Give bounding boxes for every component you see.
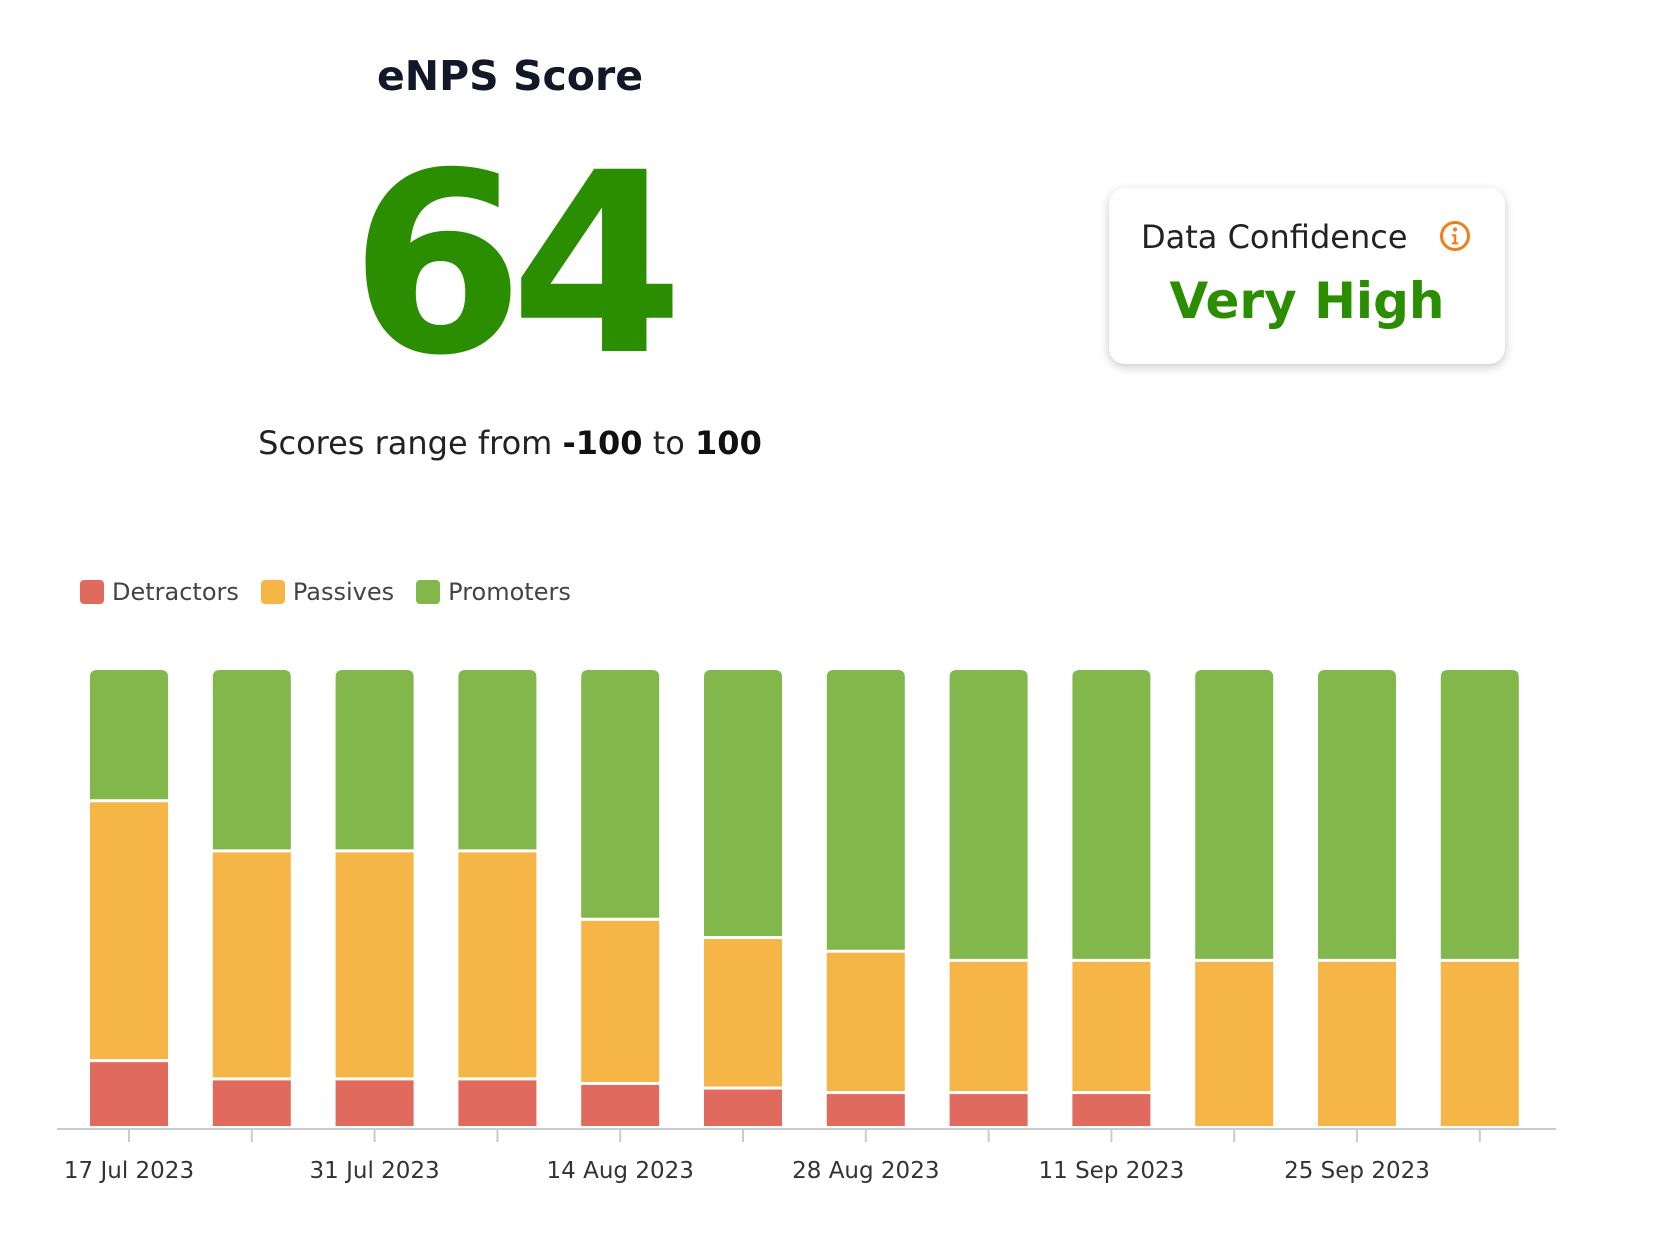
bar-passives-2[interactable] (335, 852, 414, 1078)
x-tick-label: 31 Jul 2023 (310, 1158, 440, 1184)
legend-item-promoters[interactable]: Promoters (416, 578, 571, 606)
bar-detractors-1[interactable] (212, 1080, 291, 1126)
bar-promoters-3[interactable] (458, 670, 537, 850)
bar-passives-1[interactable] (212, 852, 291, 1078)
legend-label-passives: Passives (292, 578, 395, 606)
x-tick-label: 14 Aug 2023 (547, 1158, 694, 1184)
x-tick-label: 28 Aug 2023 (792, 1158, 939, 1184)
legend-item-detractors[interactable]: Detractors (80, 578, 239, 606)
bar-passives-7[interactable] (949, 961, 1028, 1092)
score-range-text: Scores range from -100 to 100 (210, 424, 810, 462)
bar-passives-6[interactable] (826, 952, 905, 1092)
bar-promoters-6[interactable] (826, 670, 905, 950)
bar-promoters-9[interactable] (1195, 670, 1274, 959)
bar-detractors-3[interactable] (458, 1080, 537, 1126)
legend-item-passives[interactable]: Passives (260, 578, 395, 606)
bar-passives-10[interactable] (1318, 961, 1396, 1126)
info-icon[interactable] (1439, 220, 1471, 252)
bar-promoters-10[interactable] (1318, 670, 1396, 959)
bar-promoters-2[interactable] (335, 670, 414, 850)
data-confidence-value: Very High (1169, 272, 1445, 330)
enps-score-value: 64 (350, 119, 684, 410)
chart-legend: Detractors Passives Promoters (80, 578, 593, 606)
x-tick-label: 17 Jul 2023 (64, 1158, 194, 1184)
x-tick-label: 25 Sep 2023 (1284, 1158, 1430, 1184)
bar-detractors-4[interactable] (581, 1084, 660, 1126)
x-tick-label: 11 Sep 2023 (1039, 1158, 1185, 1184)
bar-passives-4[interactable] (581, 920, 660, 1082)
bar-passives-0[interactable] (90, 802, 168, 1060)
bar-promoters-1[interactable] (212, 670, 291, 850)
bar-promoters-5[interactable] (704, 670, 782, 937)
bar-promoters-0[interactable] (90, 670, 168, 800)
bar-passives-11[interactable] (1440, 961, 1519, 1126)
bar-passives-8[interactable] (1072, 961, 1151, 1092)
bar-detractors-2[interactable] (335, 1080, 414, 1126)
legend-label-detractors: Detractors (112, 578, 239, 606)
bar-passives-9[interactable] (1195, 961, 1274, 1126)
page-title: eNPS Score (377, 52, 643, 100)
bar-detractors-5[interactable] (704, 1089, 782, 1126)
legend-swatch-detractors (80, 580, 104, 604)
bar-passives-5[interactable] (704, 939, 782, 1087)
legend-swatch-passives (260, 580, 285, 604)
data-confidence-card: Data Confidence Very High (1109, 188, 1505, 364)
bar-promoters-4[interactable] (581, 670, 660, 918)
bar-promoters-8[interactable] (1072, 670, 1151, 959)
bar-detractors-7[interactable] (949, 1094, 1028, 1126)
legend-label-promoters: Promoters (448, 578, 571, 606)
bar-detractors-0[interactable] (90, 1062, 168, 1126)
data-confidence-label: Data Confidence (1141, 218, 1408, 256)
bar-promoters-11[interactable] (1440, 670, 1519, 959)
legend-swatch-promoters (416, 580, 441, 604)
score-range-mid: to (652, 424, 685, 462)
bar-promoters-7[interactable] (949, 670, 1028, 959)
bar-detractors-8[interactable] (1072, 1094, 1151, 1126)
score-range-max: 100 (695, 424, 762, 462)
score-range-min: -100 (562, 424, 643, 462)
bar-detractors-6[interactable] (826, 1094, 905, 1126)
score-range-prefix: Scores range from (258, 424, 553, 462)
bar-passives-3[interactable] (458, 852, 537, 1078)
